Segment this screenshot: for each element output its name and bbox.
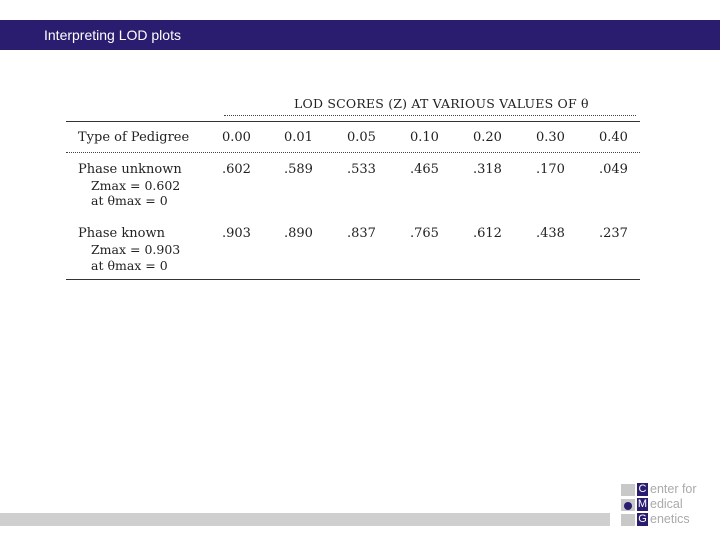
column-header: 0.30 [536,130,565,145]
table-top-rule [66,121,640,122]
table-bottom-rule [66,279,640,280]
table-cell: .837 [347,226,376,241]
table-cell: .170 [536,162,565,177]
logo-line: G enetics [621,513,720,527]
table-cell: .318 [473,162,502,177]
table-cell: .612 [473,226,502,241]
table-cell: .438 [536,226,565,241]
column-header: 0.40 [599,130,628,145]
table-cell: .237 [599,226,628,241]
column-header: 0.20 [473,130,502,145]
table-heading: LOD SCORES (Z) AT VARIOUS VALUES OF θ [294,96,589,111]
table-cell: .049 [599,162,628,177]
table-cell: .890 [284,226,313,241]
heading-rule [224,115,636,116]
row-label: Phase known [78,226,165,241]
logo-letter: G [637,513,648,526]
center-for-medical-genetics-logo: C enter for M edical G enetics [621,483,720,528]
table-cell: .533 [347,162,376,177]
logo-word: enetics [650,512,690,526]
table-cell: .765 [410,226,439,241]
column-header: 0.10 [410,130,439,145]
footer-bar [0,513,610,526]
logo-letter: M [637,498,648,511]
theta-label: at θmax = 0 [91,258,168,273]
header-rule [66,152,640,153]
zmax-label: Zmax = 0.602 [91,178,181,193]
lod-score-table: LOD SCORES (Z) AT VARIOUS VALUES OF θ Ty… [66,93,642,283]
column-header: 0.00 [222,130,251,145]
column-header: 0.01 [284,130,313,145]
logo-word: edical [650,497,683,511]
column-header-type: Type of Pedigree [78,130,190,145]
theta-label: at θmax = 0 [91,193,168,208]
column-header: 0.05 [347,130,376,145]
logo-grey-square [621,514,635,526]
logo-dot-icon [624,502,632,510]
table-cell: .465 [410,162,439,177]
header-bar: Interpreting LOD plots [0,20,720,50]
logo-line: M edical [621,498,720,512]
table-cell: .602 [222,162,251,177]
slide-title: Interpreting LOD plots [44,27,181,43]
logo-grey-square [621,484,635,496]
table-cell: .903 [222,226,251,241]
logo-line: C enter for [621,483,720,497]
row-label: Phase unknown [78,162,182,177]
zmax-label: Zmax = 0.903 [91,242,181,257]
table-cell: .589 [284,162,313,177]
logo-letter: C [637,483,648,496]
logo-word: enter for [650,482,697,496]
logo-grey-square [621,499,635,511]
